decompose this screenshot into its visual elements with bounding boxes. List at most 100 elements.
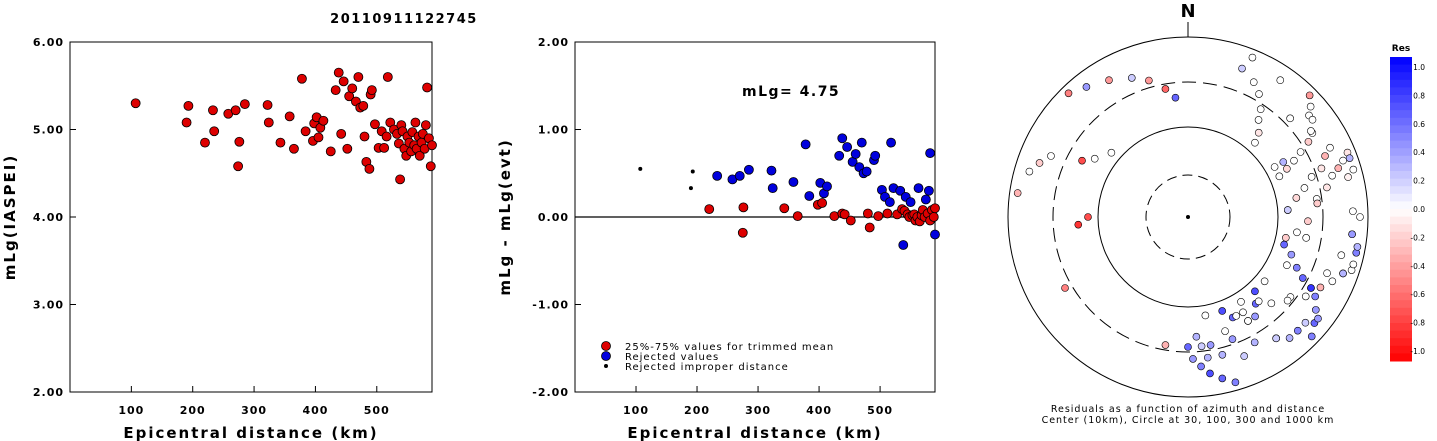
trimmed-mean-point: [882, 208, 893, 219]
colorbar-cell: [1390, 117, 1412, 126]
residual-azimuth-map: N Residuals as a function of azimuth and…: [1007, 1, 1425, 426]
colorbar-title: Res: [1392, 44, 1410, 54]
station-marker: [1290, 156, 1298, 165]
colorbar-cell: [1390, 353, 1412, 362]
station-marker: [1292, 194, 1301, 202]
data-point: [230, 105, 241, 116]
station-marker: [1345, 154, 1354, 162]
station-marker: [1251, 287, 1259, 296]
rejected-point: [898, 240, 909, 250]
rejected-point: [788, 177, 799, 187]
caption-line-1: Residuals as a function of azimuth and d…: [1051, 404, 1325, 415]
station-marker: [1314, 314, 1322, 323]
rejected-point: [856, 137, 867, 148]
station-marker: [1192, 332, 1201, 341]
colorbar-tick-label: 0.8: [1413, 91, 1425, 100]
colorbar-cell: [1390, 125, 1412, 134]
rejected-point: [743, 164, 754, 175]
rejected-point: [886, 137, 896, 148]
ring-100km: [1097, 126, 1279, 308]
station-marker: [1283, 206, 1292, 214]
station-marker: [1328, 171, 1336, 180]
station-marker: [1218, 374, 1227, 383]
epicenter: [1186, 215, 1190, 219]
station-marker: [1248, 53, 1257, 62]
station-marker: [1232, 312, 1241, 320]
trimmed-mean-point: [930, 203, 940, 214]
station-marker: [1285, 334, 1294, 342]
axis-ticks: 100 200 300 400 500 2.00 3.00 4.00 5.00 6.00: [33, 36, 389, 417]
station-marker: [1337, 251, 1346, 260]
colorbar-cell: [1390, 209, 1412, 218]
trimmed-mean-point: [862, 208, 873, 219]
station-marker: [1090, 154, 1099, 163]
colorbar-cell: [1390, 163, 1412, 172]
station-marker: [1344, 173, 1352, 181]
data-point: [181, 117, 192, 128]
rejected-point: [837, 133, 848, 144]
rejected-point: [767, 183, 778, 194]
residual-distance-plot: 100 200 300 400 500 -2.00 -1.00 0.00 1.00 2.00 mL…: [496, 36, 940, 441]
station-marker: [1035, 159, 1044, 167]
rejected-point: [734, 170, 745, 181]
trimmed-mean-point: [839, 209, 850, 220]
trimmed-mean-point: [792, 211, 803, 222]
data-point: [325, 146, 336, 157]
trimmed-mean-point: [864, 222, 875, 233]
station-marker: [1254, 116, 1263, 124]
station-marker: [1283, 164, 1291, 173]
x-axis-label: Epicentral distance (km): [123, 424, 378, 441]
colorbar-tick-label: 1.0: [1413, 63, 1425, 72]
colorbar-cell: [1390, 224, 1412, 233]
station-marker: [1260, 277, 1269, 286]
station-marker: [1282, 233, 1290, 242]
plot-frame: [69, 41, 433, 393]
station-marker: [1267, 299, 1276, 308]
colorbar-tick-label: -0.2: [1410, 233, 1425, 242]
legend-marker-rejected: [601, 351, 611, 361]
colorbar-cell: [1390, 338, 1412, 347]
station-marker: [1292, 263, 1301, 272]
colorbar-cell: [1390, 178, 1412, 187]
data-point: [209, 126, 220, 137]
y-tick-label: 4.00: [33, 211, 64, 224]
north-label: N: [1180, 1, 1195, 22]
colorbar-tick-label: -0.4: [1410, 262, 1425, 271]
legend-label-trimmed: 25%-75% values for trimmed mean: [625, 342, 834, 353]
legend-marker-trimmed: [601, 341, 611, 351]
station-marker: [1323, 269, 1331, 277]
station-marker: [1238, 64, 1246, 73]
rejected-point: [822, 181, 832, 192]
trimmed-mean-point: [704, 204, 715, 215]
station-marker: [1305, 91, 1314, 100]
colorbar-cell: [1390, 64, 1412, 73]
station-marker: [1304, 217, 1312, 225]
colorbar-ticks: 1.0 0.8 0.6 0.4 0.2 0.0 -0.2 -0.4 -0.6 -0.8 -1.0: [1410, 63, 1425, 356]
station-marker: [1356, 213, 1364, 221]
station-marker: [1306, 102, 1315, 111]
station-marker: [1249, 78, 1258, 86]
colorbar-cell: [1390, 193, 1412, 202]
data-point: [427, 140, 437, 151]
station-marker: [1221, 327, 1229, 335]
trimmed-mean-point: [873, 211, 884, 222]
x-tick-label: 400: [302, 404, 328, 417]
rejected-point: [905, 197, 916, 208]
improper-distance-point: [688, 186, 693, 191]
station-marker: [1275, 172, 1284, 181]
x-axis-label: Epicentral distance (km): [627, 424, 882, 441]
station-marker: [1239, 308, 1247, 317]
station-marker: [1334, 164, 1343, 172]
station-marker: [1107, 148, 1116, 157]
rejected-point: [923, 185, 934, 196]
rejected-point: [800, 139, 811, 150]
residual-colorbar: Res 1.0 0.8 0.6 0.4 0.2 0.0 -0.2 -0.4 -0.6 -0.8 -1…: [1390, 44, 1425, 362]
station-marker: [1287, 250, 1296, 259]
station-marker: [1061, 284, 1069, 292]
rejected-point: [920, 194, 931, 205]
legend: 25%-75% values for trimmed mean Rejected…: [601, 341, 834, 373]
data-point: [208, 105, 218, 116]
station-marker: [1254, 297, 1263, 306]
station-marker: [1255, 90, 1263, 98]
data-point: [379, 142, 390, 153]
